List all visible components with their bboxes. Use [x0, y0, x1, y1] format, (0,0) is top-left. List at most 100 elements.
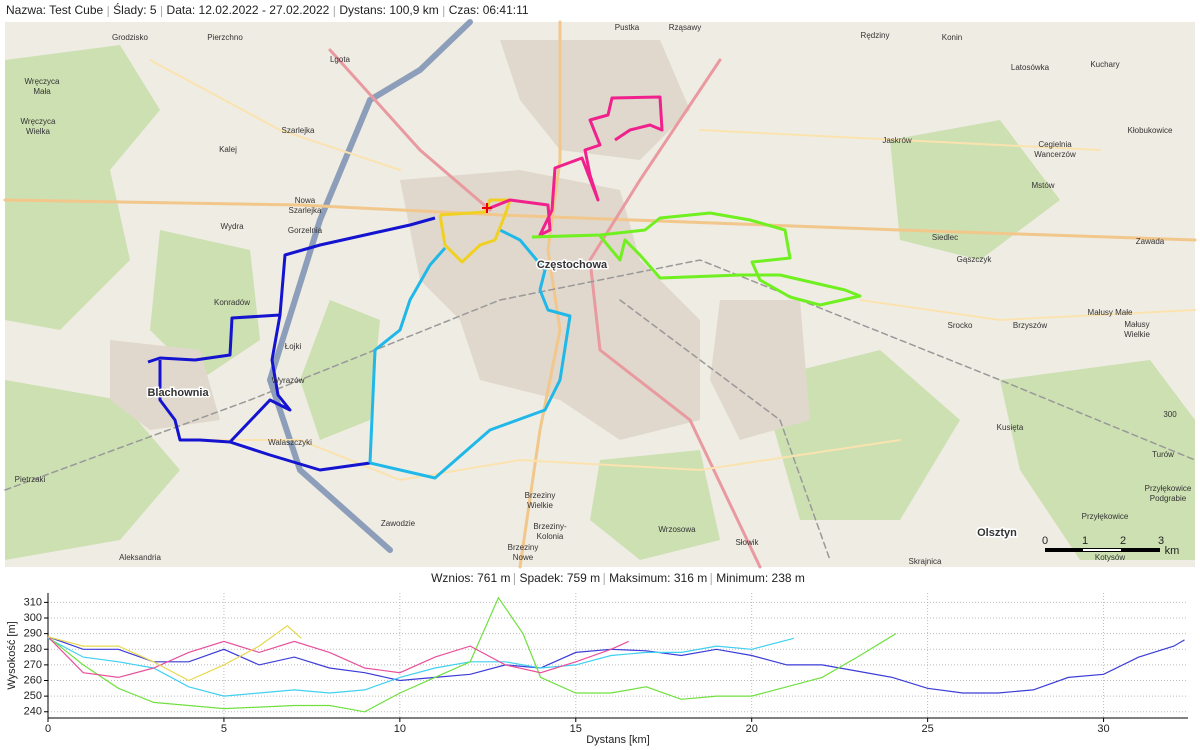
map-label: Wielkie: [527, 501, 553, 510]
header: Nazwa: Test Cube Ślady: 5 Data: 12.02.2022…: [6, 2, 529, 17]
map-label: Kalej: [219, 145, 237, 154]
urban-areas: [110, 40, 810, 440]
header-item: Czas: 06:41:11: [449, 3, 529, 17]
map-label: Przyłękowice: [1145, 484, 1192, 493]
x-tick-label: 15: [570, 723, 582, 735]
elevation-line: [47, 636, 629, 679]
map-label: Zawada: [1136, 237, 1165, 246]
tracks: [147, 95, 862, 480]
map-label: Słowik: [735, 538, 759, 547]
map-label: Brzeziny: [525, 491, 556, 500]
elevation-line: [47, 596, 897, 713]
map-label: Lgota: [330, 55, 351, 64]
map-label: Częstochowa: [537, 259, 608, 271]
map-label: Srocko: [948, 321, 973, 330]
map-label: Kolonia: [537, 532, 564, 541]
header-item: Dystans: 100,9 km: [339, 3, 438, 17]
axes: [47, 593, 1188, 719]
map-label: Blachownia: [147, 387, 209, 399]
map-label: Rząsawy: [669, 23, 701, 32]
scale-bar: [1045, 548, 1160, 552]
map-label: Grodzisko: [112, 33, 149, 42]
scale-label: 3: [1158, 535, 1164, 547]
map-label: Szarlejka: [282, 126, 315, 135]
x-tick-label: 30: [1097, 723, 1109, 735]
elevation-line: [47, 636, 1185, 694]
elevation-stats: Wznios: 761 m Spadek: 759 m Maksimum: 316 …: [431, 571, 805, 585]
x-tick-label: 10: [394, 723, 406, 735]
y-tick-label: 240: [24, 706, 42, 718]
map-label: Pietrzaki: [15, 475, 46, 484]
header-item: Ślady: 5: [113, 2, 157, 17]
map-label: Gąszczyk: [957, 255, 993, 264]
map-label: Nowe: [513, 553, 534, 562]
forests: [5, 45, 1195, 560]
map-label: Zawodzie: [381, 519, 416, 528]
map-label: Olsztyn: [977, 527, 1017, 539]
stat-item: Minimum: 238 m: [716, 571, 805, 585]
scale-label: 1: [1082, 535, 1088, 547]
map-label: Podgrabie: [1150, 494, 1187, 503]
map-label: Kotysów: [1095, 553, 1125, 562]
x-tick-label: 20: [746, 723, 758, 735]
map-label: Walaszczyki: [268, 438, 312, 447]
map-label: Kusięta: [997, 423, 1024, 432]
scale-label: km: [1165, 545, 1180, 557]
scale-label: 0: [1042, 535, 1048, 547]
map-label: Małusy Małe: [1088, 308, 1133, 317]
map-label: Cegielnia: [1038, 140, 1072, 149]
x-tick-label: 0: [45, 723, 51, 735]
scale-label: 2: [1120, 535, 1126, 547]
elevation-line: [47, 637, 795, 697]
elevation-line: [47, 625, 302, 682]
map-label: Małusy: [1124, 320, 1149, 329]
map-label: Latosówka: [1011, 63, 1050, 72]
y-axis-label: Wysokość [m]: [6, 621, 18, 689]
map-label: Siedlec: [932, 233, 958, 242]
map-label: Skrajnica: [909, 557, 942, 566]
stat-item: Maksimum: 316 m: [609, 571, 707, 585]
map-label: Pierzchno: [207, 33, 243, 42]
x-axis-label: Dystans [km]: [586, 734, 650, 746]
map-label: Przyłękowice: [1082, 512, 1129, 521]
map-label: Konin: [942, 33, 962, 42]
y-tick-label: 290: [24, 628, 42, 640]
map-label: Konradów: [214, 298, 250, 307]
header-item: Nazwa: Test Cube: [6, 3, 103, 17]
elevation-chart: 240 250 260 270 280 290 300 310 0 5 10 15 20 25 30 Dyst…: [6, 593, 1188, 746]
map-label: Wielka: [26, 127, 51, 136]
map-label: Nowa: [295, 196, 316, 205]
map-label: Rędziny: [861, 31, 890, 40]
map-label: Kuchary: [1090, 60, 1119, 69]
map-label: Brzeziny-: [533, 522, 567, 531]
map-label: Pustka: [615, 23, 640, 32]
map-label: Wielkie: [1124, 330, 1150, 339]
map-label: Kłobukowice: [1128, 126, 1173, 135]
y-tick-label: 310: [24, 596, 42, 608]
stat-item: Wznios: 761 m: [431, 571, 510, 585]
map-label: Wancerzów: [1034, 150, 1076, 159]
y-tick-label: 260: [24, 674, 42, 686]
map-label: Wręczyca: [21, 117, 57, 126]
roads: [3, 19, 1197, 569]
y-tick-label: 250: [24, 690, 42, 702]
map-label: Mała: [33, 87, 51, 96]
x-tick-label: 5: [221, 723, 227, 735]
map-label: Wyrazów: [272, 376, 305, 385]
x-tick-label: 25: [922, 723, 934, 735]
map-label: Brzyszów: [1013, 321, 1047, 330]
map-label: Brzeziny: [508, 543, 539, 552]
y-tick-label: 280: [24, 643, 42, 655]
map-label: Wręczyca: [25, 77, 61, 86]
map-label: Łojki: [285, 342, 302, 351]
y-tick-label: 270: [24, 659, 42, 671]
map-label: Turów: [1152, 450, 1174, 459]
map-label: Gorzelnia: [288, 226, 323, 235]
map: Grodzisko Pierzchno Lgota Pustka Rząsawy Rędz…: [3, 19, 1197, 569]
map-label: Wrzosowa: [658, 525, 696, 534]
map-label: Wydra: [220, 222, 244, 231]
map-label: Mstów: [1031, 181, 1054, 190]
map-label: Aleksandria: [119, 553, 161, 562]
y-tick-label: 300: [24, 612, 42, 624]
